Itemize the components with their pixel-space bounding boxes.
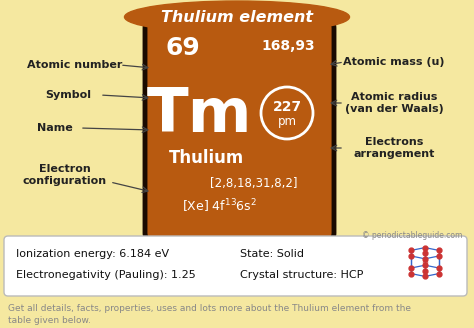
Text: Electron
configuration: Electron configuration [23,164,107,186]
Text: Tm: Tm [147,87,253,146]
Text: Get all details, facts, properties, uses and lots more about the Thulium element: Get all details, facts, properties, uses… [8,304,411,313]
Text: Atomic radius
(van der Waals): Atomic radius (van der Waals) [345,92,443,114]
FancyBboxPatch shape [145,21,334,240]
FancyBboxPatch shape [4,236,467,296]
Text: 227: 227 [273,100,301,114]
Text: Thulium: Thulium [169,149,245,167]
Text: State: Solid: State: Solid [240,249,304,259]
Text: 168,93: 168,93 [261,39,315,53]
Text: Name: Name [37,123,73,133]
Text: table given below.: table given below. [8,316,91,325]
Text: pm: pm [277,114,297,128]
Text: [2,8,18,31,8,2]: [2,8,18,31,8,2] [210,176,298,190]
Text: Atomic mass (u): Atomic mass (u) [343,57,445,67]
Text: Electronegativity (Pauling): 1.25: Electronegativity (Pauling): 1.25 [16,270,196,280]
Ellipse shape [125,1,349,33]
Text: Symbol: Symbol [45,90,91,100]
Text: Atomic number: Atomic number [27,60,123,70]
Text: Thulium element: Thulium element [161,10,313,25]
Text: © periodictableguide.com: © periodictableguide.com [362,232,462,240]
Text: Ionization energy: 6.184 eV: Ionization energy: 6.184 eV [16,249,169,259]
Text: [Xe] 4f$^{13}$6s$^{2}$: [Xe] 4f$^{13}$6s$^{2}$ [182,197,257,215]
Text: Electrons
arrangement: Electrons arrangement [353,137,435,159]
Text: Crystal structure: HCP: Crystal structure: HCP [240,270,364,280]
Text: 69: 69 [166,36,201,60]
